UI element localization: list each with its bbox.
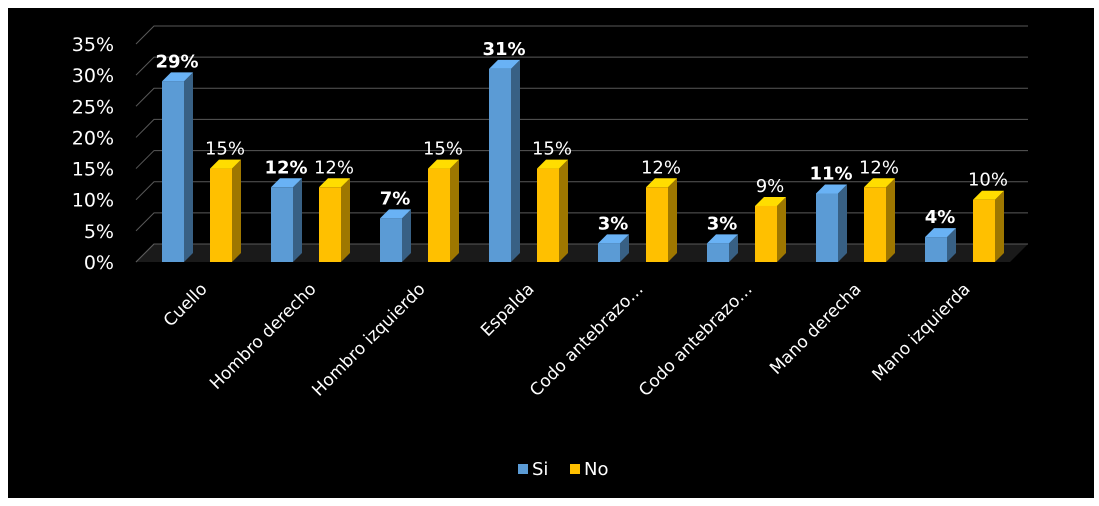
data-label: 12% bbox=[641, 157, 681, 178]
gridline bbox=[135, 118, 1028, 138]
data-label: 4% bbox=[925, 207, 956, 228]
x-tick-label: Mano izquierda bbox=[868, 279, 974, 385]
bar-side bbox=[947, 228, 956, 262]
y-tick-label: 15% bbox=[72, 159, 114, 181]
x-tick-label: Cuello bbox=[160, 279, 212, 331]
gridline bbox=[135, 181, 1028, 201]
y-tick-label: 35% bbox=[72, 34, 114, 56]
bar-top bbox=[489, 59, 520, 69]
y-tick-label: 25% bbox=[72, 96, 114, 118]
data-label: 12% bbox=[859, 157, 899, 178]
chart-frame: 0% 5% 10% 15% 20% 25% 30% 35% 29% 15% Cuello 12% 12%… bbox=[8, 8, 1094, 498]
data-label: 12% bbox=[264, 157, 307, 178]
bar-top bbox=[755, 196, 786, 206]
data-label: 29% bbox=[155, 51, 198, 72]
bar-top bbox=[271, 178, 302, 188]
bar bbox=[537, 168, 559, 262]
bar bbox=[162, 81, 184, 262]
data-label: 10% bbox=[968, 170, 1008, 191]
bar-side bbox=[668, 178, 677, 262]
legend-label: No bbox=[584, 459, 608, 480]
gridline bbox=[135, 212, 1028, 232]
legend-swatch bbox=[518, 464, 528, 474]
bar bbox=[755, 205, 777, 262]
bar-side bbox=[232, 159, 241, 262]
data-label: 15% bbox=[532, 139, 572, 160]
y-tick-label: 0% bbox=[84, 252, 114, 274]
bar-side bbox=[511, 59, 520, 262]
y-tick-label: 5% bbox=[84, 221, 114, 243]
x-tick-label: Codo antebrazo… bbox=[635, 279, 756, 400]
bar bbox=[319, 187, 341, 262]
bar bbox=[925, 237, 947, 262]
bar-top bbox=[319, 178, 350, 188]
bar-top bbox=[380, 209, 411, 219]
bar-side bbox=[838, 184, 847, 262]
bar bbox=[428, 168, 450, 262]
bar-side bbox=[777, 196, 786, 262]
gridline bbox=[135, 150, 1028, 169]
axis-corner bbox=[135, 243, 155, 263]
bar bbox=[816, 193, 838, 262]
bar-side bbox=[886, 178, 895, 262]
data-label: 15% bbox=[205, 139, 245, 160]
bar-side bbox=[995, 190, 1004, 262]
bar-side bbox=[450, 159, 459, 262]
bar-top bbox=[598, 234, 629, 244]
data-label: 7% bbox=[380, 188, 411, 209]
x-tick-label: Hombro izquierdo bbox=[308, 279, 429, 400]
y-tick-label: 30% bbox=[72, 65, 114, 87]
bar-chart: 0% 5% 10% 15% 20% 25% 30% 35% 29% 15% Cuello 12% 12%… bbox=[72, 25, 1028, 480]
bar bbox=[489, 68, 511, 262]
bar-top bbox=[162, 72, 193, 82]
legend-swatch bbox=[570, 464, 580, 474]
bar bbox=[973, 199, 995, 262]
gridline bbox=[135, 56, 1028, 76]
bar-top bbox=[646, 178, 677, 188]
x-tick-label: Hombro derecho bbox=[206, 279, 320, 393]
chart-floor bbox=[136, 244, 1028, 262]
bar-top bbox=[925, 228, 956, 238]
bar-side bbox=[559, 159, 568, 262]
y-tick-label: 10% bbox=[72, 190, 114, 212]
bar-top bbox=[428, 159, 459, 169]
bar bbox=[271, 187, 293, 262]
bar bbox=[646, 187, 668, 262]
bar-top bbox=[210, 159, 241, 169]
gridline bbox=[135, 87, 1028, 107]
bar-top bbox=[973, 190, 1004, 200]
bar-top bbox=[816, 184, 847, 194]
bar-side bbox=[341, 178, 350, 262]
data-label: 12% bbox=[314, 157, 354, 178]
y-tick-label: 20% bbox=[72, 127, 114, 149]
x-tick-label: Codo antebrazo… bbox=[526, 279, 647, 400]
bar-top bbox=[537, 159, 568, 169]
bar bbox=[598, 243, 620, 262]
data-label: 3% bbox=[598, 213, 629, 234]
bar bbox=[707, 243, 729, 262]
data-label: 3% bbox=[707, 213, 738, 234]
data-label: 31% bbox=[482, 39, 525, 60]
bar-side bbox=[293, 178, 302, 262]
bar-side bbox=[402, 209, 411, 262]
data-label: 9% bbox=[756, 176, 785, 197]
x-tick-label: Mano derecha bbox=[766, 279, 865, 378]
data-label: 15% bbox=[423, 139, 463, 160]
legend-label: Si bbox=[532, 459, 548, 480]
x-tick-label: Espalda bbox=[477, 279, 538, 340]
bar-side bbox=[620, 234, 629, 262]
bar bbox=[864, 187, 886, 262]
bar bbox=[380, 218, 402, 262]
bar-top bbox=[864, 178, 895, 188]
bar-side bbox=[729, 234, 738, 262]
bar-side bbox=[184, 72, 193, 262]
bar bbox=[210, 168, 232, 262]
gridline bbox=[135, 25, 1028, 45]
bar-top bbox=[707, 234, 738, 244]
data-label: 11% bbox=[809, 163, 852, 184]
